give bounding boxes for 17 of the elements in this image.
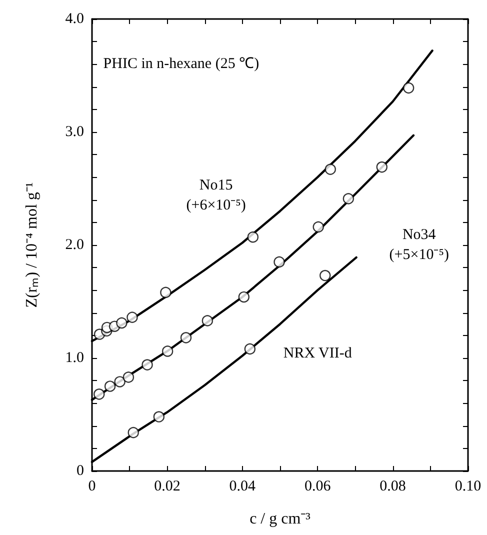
annotation: No15 (+6×10⁻⁵) xyxy=(186,177,246,214)
x-axis-title: c / g cm⁻³ xyxy=(250,510,311,528)
y-tick-label: 2.0 xyxy=(65,237,84,253)
y-tick-label: 3.0 xyxy=(65,124,84,140)
annotation: NRX VII-d xyxy=(283,345,352,362)
y-axis-title: Z(rₘ) / 10⁻⁴ mol g⁻¹ xyxy=(24,182,40,308)
annotation: PHIC in n-hexane (25 ℃) xyxy=(103,56,260,72)
annotation: No34 (+5×10⁻⁵) xyxy=(389,227,449,263)
x-tick-label: 0.10 xyxy=(454,478,482,494)
x-tick-label: 0.02 xyxy=(154,478,180,494)
y-tick-label: 0 xyxy=(76,463,84,479)
y-tick-label: 1.0 xyxy=(65,350,84,366)
x-tick-label: 0.06 xyxy=(304,478,332,494)
x-tick-label: 0 xyxy=(88,478,96,494)
y-tick-label: 4.0 xyxy=(65,11,84,27)
x-tick-label: 0.04 xyxy=(229,478,256,494)
x-tick-label: 0.08 xyxy=(380,478,406,494)
